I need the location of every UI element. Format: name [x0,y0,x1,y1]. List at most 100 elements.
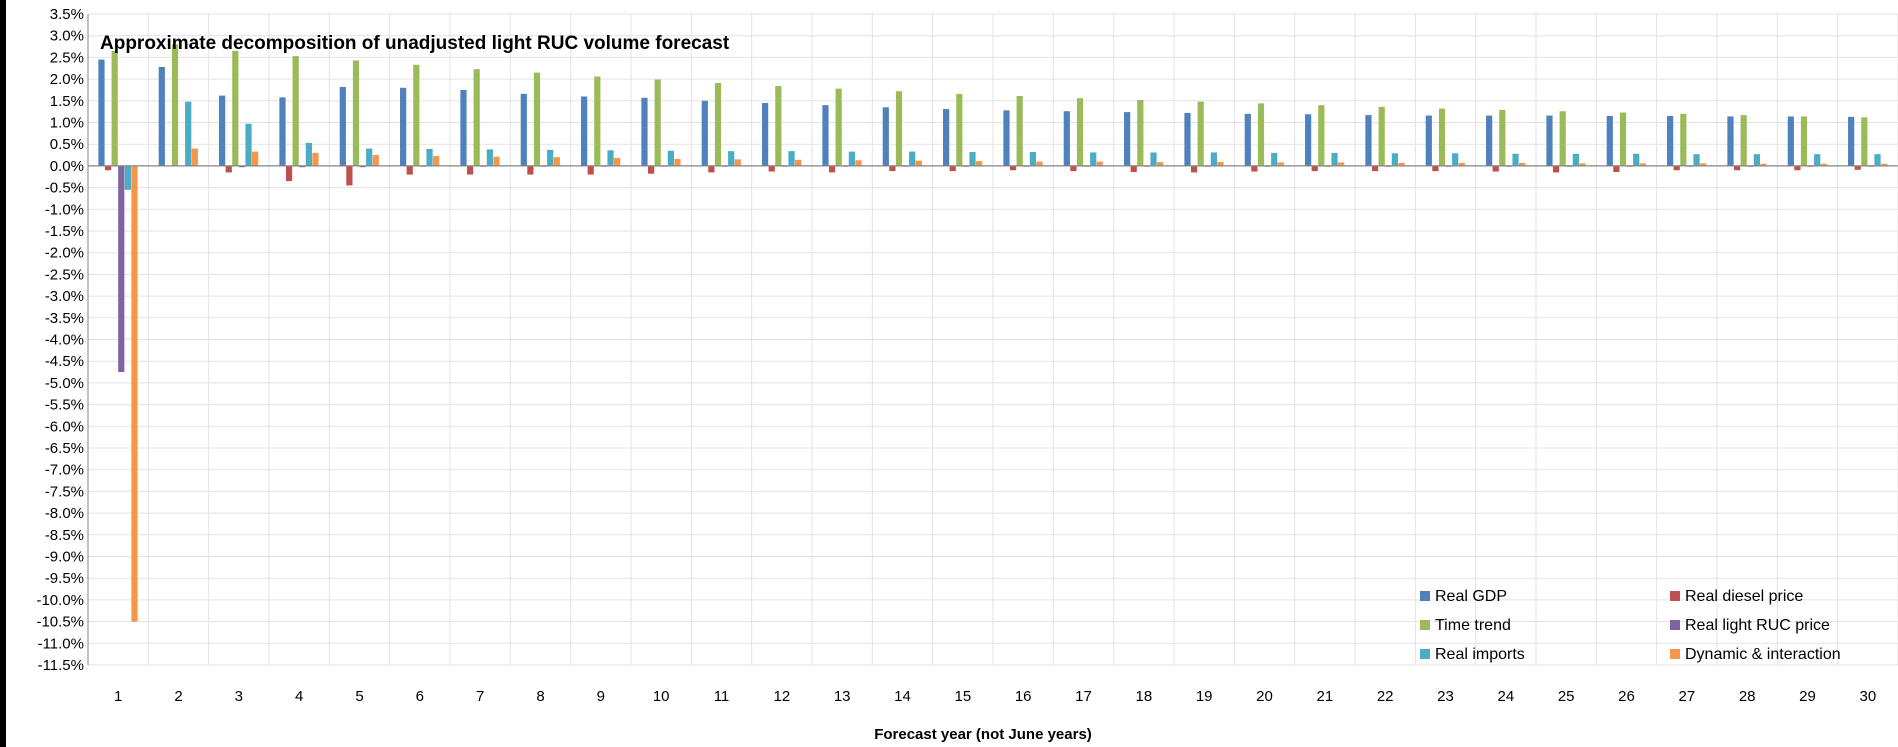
bar [647,165,655,174]
bar [1579,163,1586,166]
bar [1787,116,1794,166]
y-tick-label: 3.0% [50,28,84,45]
y-tick-labels: 3.5% 3.0% 2.5% 2.0% 1.5% 1.0% 0.5% 0.0% -0.5% -1.… [36,6,84,674]
bar [1190,165,1198,173]
bar [1130,165,1137,172]
y-tick-label: 1.5% [50,93,84,110]
bar [1318,105,1325,166]
x-tick-label: 28 [1739,688,1756,705]
y-tick-label: -9.0% [45,549,84,566]
bar [553,157,560,166]
y-tick-label: -1.0% [45,201,84,218]
bar [1740,115,1747,166]
bar [1760,163,1767,166]
x-tick-label: 15 [954,688,971,705]
bar [1700,163,1707,166]
bar [473,69,480,166]
bar [1197,101,1204,166]
bar [1559,111,1566,166]
bar [641,97,648,166]
bar [1029,152,1036,166]
bar [533,72,541,166]
bar [1150,152,1157,166]
legend-swatch [1420,591,1430,601]
bar [701,100,708,166]
bar [1277,162,1284,166]
bar [835,88,842,166]
bar [795,159,802,166]
x-tick-label: 19 [1196,688,1213,705]
bar [1003,110,1010,166]
bar [1257,103,1265,166]
bar [1499,109,1506,166]
x-tick-label: 13 [834,688,851,705]
legend-swatch [1670,591,1680,601]
bar [1693,154,1700,166]
bar [943,109,950,166]
y-tick-label: -8.0% [45,505,84,522]
x-tick-label: 21 [1316,688,1333,705]
bar [581,96,588,166]
bar [171,44,179,166]
bar [1365,115,1372,166]
x-tick-label: 14 [894,688,911,705]
x-tick-label: 1 [114,688,122,705]
bar [1546,115,1553,166]
bar [788,151,795,166]
x-tick-label: 29 [1799,688,1816,705]
bar [1854,165,1861,170]
bar [372,155,379,166]
bar [1124,112,1131,166]
bar [1519,162,1526,166]
bar [400,87,407,166]
legend-swatch [1420,620,1430,630]
bar [1398,162,1405,166]
x-tick-label: 27 [1678,688,1695,705]
bar [1271,152,1278,166]
bar [768,165,775,172]
x-tick-label: 17 [1075,688,1092,705]
bar [607,150,614,166]
y-tick-label: -3.0% [45,288,84,305]
bar [520,93,527,166]
bar [1619,112,1627,166]
legend-label: Real diesel price [1685,588,1803,605]
x-tick-label: 3 [235,688,243,705]
legend-swatch [1420,649,1430,659]
bar [1090,152,1097,166]
bar [1552,165,1560,173]
bar [225,165,232,173]
bar [1512,153,1519,166]
y-tick-label: 0.0% [50,158,84,175]
bar [406,165,413,175]
bar [547,149,554,166]
bar [1305,114,1312,166]
bar [674,158,681,166]
bar [118,165,125,373]
bar [1210,152,1217,166]
bar [285,165,293,182]
legend-swatch [1670,649,1680,659]
bar [413,64,420,166]
bar [1673,165,1680,171]
x-tick-labels: 1 2 3 4 5 6 7 8 9 10 11 12 13 14 15 16 17 18 19 20 21 22 23 24 2… [114,688,1876,705]
bar [969,152,976,166]
x-tick-label: 5 [355,688,363,705]
bar [1063,111,1070,166]
y-tick-label: -4.5% [45,353,84,370]
y-tick-label: -7.5% [45,483,84,500]
bar [909,151,916,166]
bar [775,86,782,166]
bar [1861,117,1868,166]
bar [1639,163,1646,166]
x-tick-label: 9 [597,688,605,705]
bar [238,165,246,168]
bar [1452,153,1459,166]
bar [667,150,674,166]
y-tick-label: -6.0% [45,418,84,435]
bar [279,97,286,166]
bar [1157,161,1164,166]
bar [98,59,105,166]
